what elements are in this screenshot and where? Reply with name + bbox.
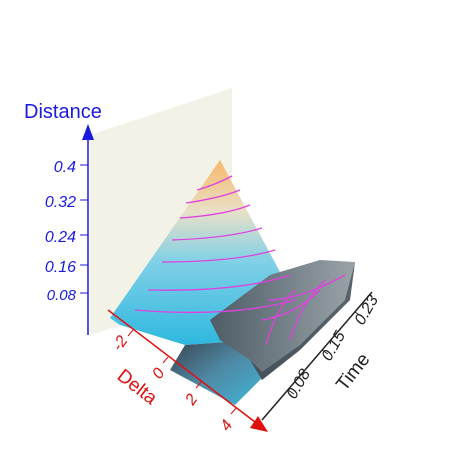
z-axis-title: Distance [24, 101, 102, 123]
z-axis-arrow-icon [82, 124, 94, 140]
z-tick-label: 0.16 [45, 259, 76, 276]
contour-lines [134, 175, 346, 346]
y-axis-title: Time [332, 349, 374, 395]
surface-ridge [210, 260, 355, 380]
x-tick-label: 4 [217, 417, 236, 434]
z-tick-label: 0.08 [47, 287, 77, 304]
x-tick-label: 2 [182, 391, 202, 409]
z-tick-label: 0.32 [45, 194, 76, 211]
y-tick-label: 0.08 [284, 366, 314, 402]
z-axis: 0.08 0.16 0.24 0.32 0.4 Distance [24, 101, 102, 335]
z-tick-label: 0.24 [45, 229, 76, 246]
x-axis-arrow-icon [250, 416, 268, 432]
x-tick-label: 0 [149, 365, 168, 382]
z-tick-label: 0.4 [54, 159, 76, 176]
surface-lower-right [170, 340, 265, 405]
y-tick-label: 0.15 [319, 328, 349, 364]
y-tick-label: 0.23 [352, 292, 382, 328]
